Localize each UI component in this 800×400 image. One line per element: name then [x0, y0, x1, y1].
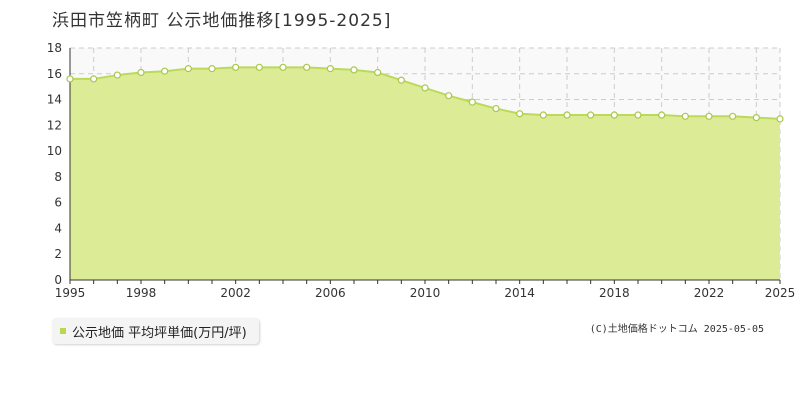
data-point — [161, 67, 169, 75]
data-point — [66, 75, 74, 83]
x-tick-label: 2014 — [504, 286, 535, 300]
data-point — [421, 84, 429, 92]
y-tick-label: 4 — [54, 221, 62, 235]
legend-swatch — [60, 328, 66, 334]
data-point — [516, 110, 524, 118]
data-point — [184, 65, 192, 73]
data-point — [539, 111, 547, 119]
y-tick-label: 6 — [54, 196, 62, 210]
data-point — [634, 111, 642, 119]
y-tick-label: 16 — [47, 67, 62, 81]
data-point — [279, 63, 287, 71]
data-point — [729, 112, 737, 120]
data-point — [610, 111, 618, 119]
x-tick-label: 1998 — [126, 286, 157, 300]
data-point — [374, 68, 382, 77]
data-point — [587, 111, 595, 119]
y-tick-label: 10 — [47, 144, 62, 158]
x-tick-label: 2018 — [599, 286, 630, 300]
legend-label: 公示地価 平均坪単価(万円/坪) — [72, 325, 247, 341]
x-tick-label: 2022 — [694, 286, 725, 300]
series-area — [70, 67, 780, 280]
data-point — [563, 111, 571, 119]
y-tick-label: 2 — [54, 247, 62, 261]
x-tick-label: 2010 — [410, 286, 441, 300]
data-point — [90, 75, 98, 83]
chart-title: 浜田市笠柄町 公示地価推移[1995-2025] — [52, 11, 392, 31]
data-point — [350, 66, 358, 74]
data-point — [137, 68, 145, 77]
x-tick-label: 2002 — [220, 286, 251, 300]
data-point — [492, 104, 500, 113]
data-point — [303, 63, 311, 71]
credit-text: (C)土地価格ドットコム 2025-05-05 — [589, 324, 764, 335]
data-point — [232, 63, 240, 71]
data-point — [681, 112, 689, 120]
data-point — [445, 92, 453, 100]
y-tick-label: 12 — [47, 118, 62, 132]
y-tick-label: 14 — [47, 93, 62, 107]
y-tick-label: 8 — [54, 170, 62, 184]
data-point — [705, 112, 713, 120]
legend: 公示地価 平均坪単価(万円/坪) — [52, 318, 259, 344]
data-point — [208, 65, 216, 73]
y-tick-label: 0 — [54, 273, 62, 287]
y-tick-label: 18 — [47, 41, 62, 55]
data-point — [468, 98, 476, 106]
x-tick-label: 1995 — [55, 286, 86, 300]
data-point — [255, 63, 263, 71]
data-point — [658, 111, 666, 119]
x-tick-label: 2006 — [315, 286, 346, 300]
data-point — [397, 76, 405, 84]
x-tick-label: 2025 — [765, 286, 796, 300]
data-point — [326, 65, 334, 73]
data-point — [113, 71, 121, 79]
data-point — [752, 113, 760, 122]
data-point — [776, 115, 784, 123]
